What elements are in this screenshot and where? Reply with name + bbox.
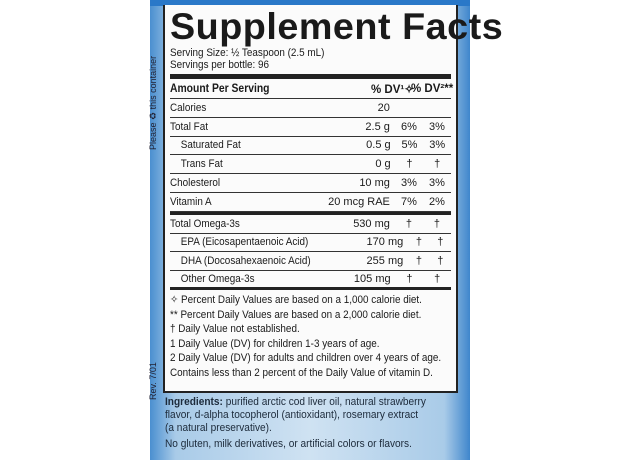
footnote: ✧ Percent Daily Values are based on a 1,…: [170, 293, 422, 306]
table-row: DHA (Docosahexaenoic Acid) 255 mg † †: [170, 252, 451, 272]
footnote: ** Percent Daily Values are based on a 2…: [170, 308, 422, 321]
nutrient-dv2: 2%: [429, 195, 445, 208]
nutrient-dv1: 6%: [400, 120, 417, 133]
nutrient-dv2: †: [437, 236, 444, 249]
nutrient-name: DHA (Docosahexaenoic Acid): [180, 255, 311, 268]
panel-title: Supplement Facts: [170, 6, 504, 47]
nutrient-dv1: 5%: [401, 139, 418, 152]
nutrient-name: Total Omega-3s: [170, 217, 240, 230]
footnote: 2 Daily Value (DV) for adults and childr…: [170, 352, 442, 365]
ingredients-line: purified arctic cod liver oil, natural s…: [222, 396, 426, 408]
ingredients: Ingredients: purified arctic cod liver o…: [165, 396, 460, 451]
table-row: Calories 20: [170, 99, 451, 118]
ingredients-line: (a natural preservative).: [165, 422, 272, 434]
nutrient-dv2: †: [437, 255, 444, 268]
free-from-statement: No gluten, milk derivatives, or artifici…: [165, 438, 412, 450]
side-text-rev: Rev. 7/01: [148, 362, 158, 400]
nutrient-dv1: †: [406, 273, 413, 286]
nutrient-amount: 105 mg: [353, 273, 391, 286]
nutrient-name: Calories: [170, 101, 207, 114]
nutrient-dv2: †: [434, 158, 441, 171]
serving-size: Serving Size: ½ Teaspoon (2.5 mL): [170, 47, 325, 59]
nutrient-name: Other Omega-3s: [180, 273, 255, 286]
divider: [170, 74, 451, 79]
nutrient-dv1: †: [406, 158, 413, 171]
table-row: Other Omega-3s 105 mg † †: [170, 271, 451, 290]
ingredients-label: Ingredients:: [165, 396, 223, 408]
side-text-recycle: Please ♻ this container: [148, 55, 158, 150]
nutrient-amount: 170 mg: [366, 236, 404, 249]
table-row: EPA (Eicosapentaenoic Acid) 170 mg † †: [170, 234, 451, 253]
nutrient-amount: 10 mg: [359, 177, 390, 190]
table-row: Total Fat 2.5 g 6% 3%: [170, 118, 451, 137]
nutrient-dv2: †: [434, 273, 441, 286]
footnote: Contains less than 2 percent of the Dail…: [170, 366, 433, 379]
table-row: Vitamin A 20 mcg RAE 7% 2%: [170, 193, 451, 212]
footnote: 1 Daily Value (DV) for children 1-3 year…: [170, 337, 380, 350]
table-row: Total Omega-3s 530 mg † †: [170, 215, 451, 234]
nutrient-name: Vitamin A: [170, 195, 212, 208]
nutrient-dv2: 3%: [429, 139, 446, 152]
nutrient-amount: 0 g: [375, 158, 391, 171]
nutrient-name: Trans Fat: [180, 158, 223, 171]
servings-per-container: Servings per bottle: 96: [170, 59, 270, 71]
table-row: Saturated Fat 0.5 g 5% 3%: [170, 137, 451, 156]
header-amount: Amount Per Serving: [170, 82, 270, 95]
header-dv2: % DV²**: [411, 82, 454, 95]
nutrient-dv1: †: [415, 236, 422, 249]
nutrient-amount: 0.5 g: [366, 139, 391, 152]
nutrient-dv1: 7%: [400, 195, 417, 208]
nutrient-dv2: †: [433, 217, 441, 230]
nutrient-name: Total Fat: [170, 120, 208, 133]
footnote: † Daily Value not established.: [170, 323, 300, 336]
nutrient-name: Cholesterol: [170, 177, 221, 190]
supplement-facts-panel: Supplement Facts Serving Size: ½ Teaspoo…: [163, 5, 504, 393]
divider: [170, 211, 451, 215]
nutrient-amount: 20: [377, 101, 390, 114]
nutrient-amount: 2.5 g: [365, 120, 390, 133]
nutrient-dv2: 3%: [429, 177, 445, 190]
table-row: Cholesterol 10 mg 3% 3%: [170, 174, 451, 193]
table-row: Trans Fat 0 g † †: [170, 155, 451, 175]
header-dv1: % DV¹✧: [371, 83, 414, 96]
nutrient-amount: 20 mcg RAE: [328, 195, 390, 208]
nutrient-dv1: †: [415, 255, 422, 268]
nutrient-amount: 530 mg: [353, 217, 390, 230]
nutrient-name: EPA (Eicosapentaenoic Acid): [180, 236, 309, 249]
top-band: [150, 0, 470, 6]
ingredients-line: flavor, d-alpha tocopherol (antioxidant)…: [165, 409, 419, 421]
nutrient-dv1: †: [405, 217, 412, 230]
nutrient-dv2: 3%: [429, 120, 445, 133]
nutrient-dv1: 3%: [400, 177, 417, 190]
nutrient-name: Saturated Fat: [180, 139, 241, 152]
table-header: Amount Per Serving % DV¹✧ % DV²**: [170, 79, 454, 99]
nutrient-amount: 255 mg: [366, 255, 404, 268]
